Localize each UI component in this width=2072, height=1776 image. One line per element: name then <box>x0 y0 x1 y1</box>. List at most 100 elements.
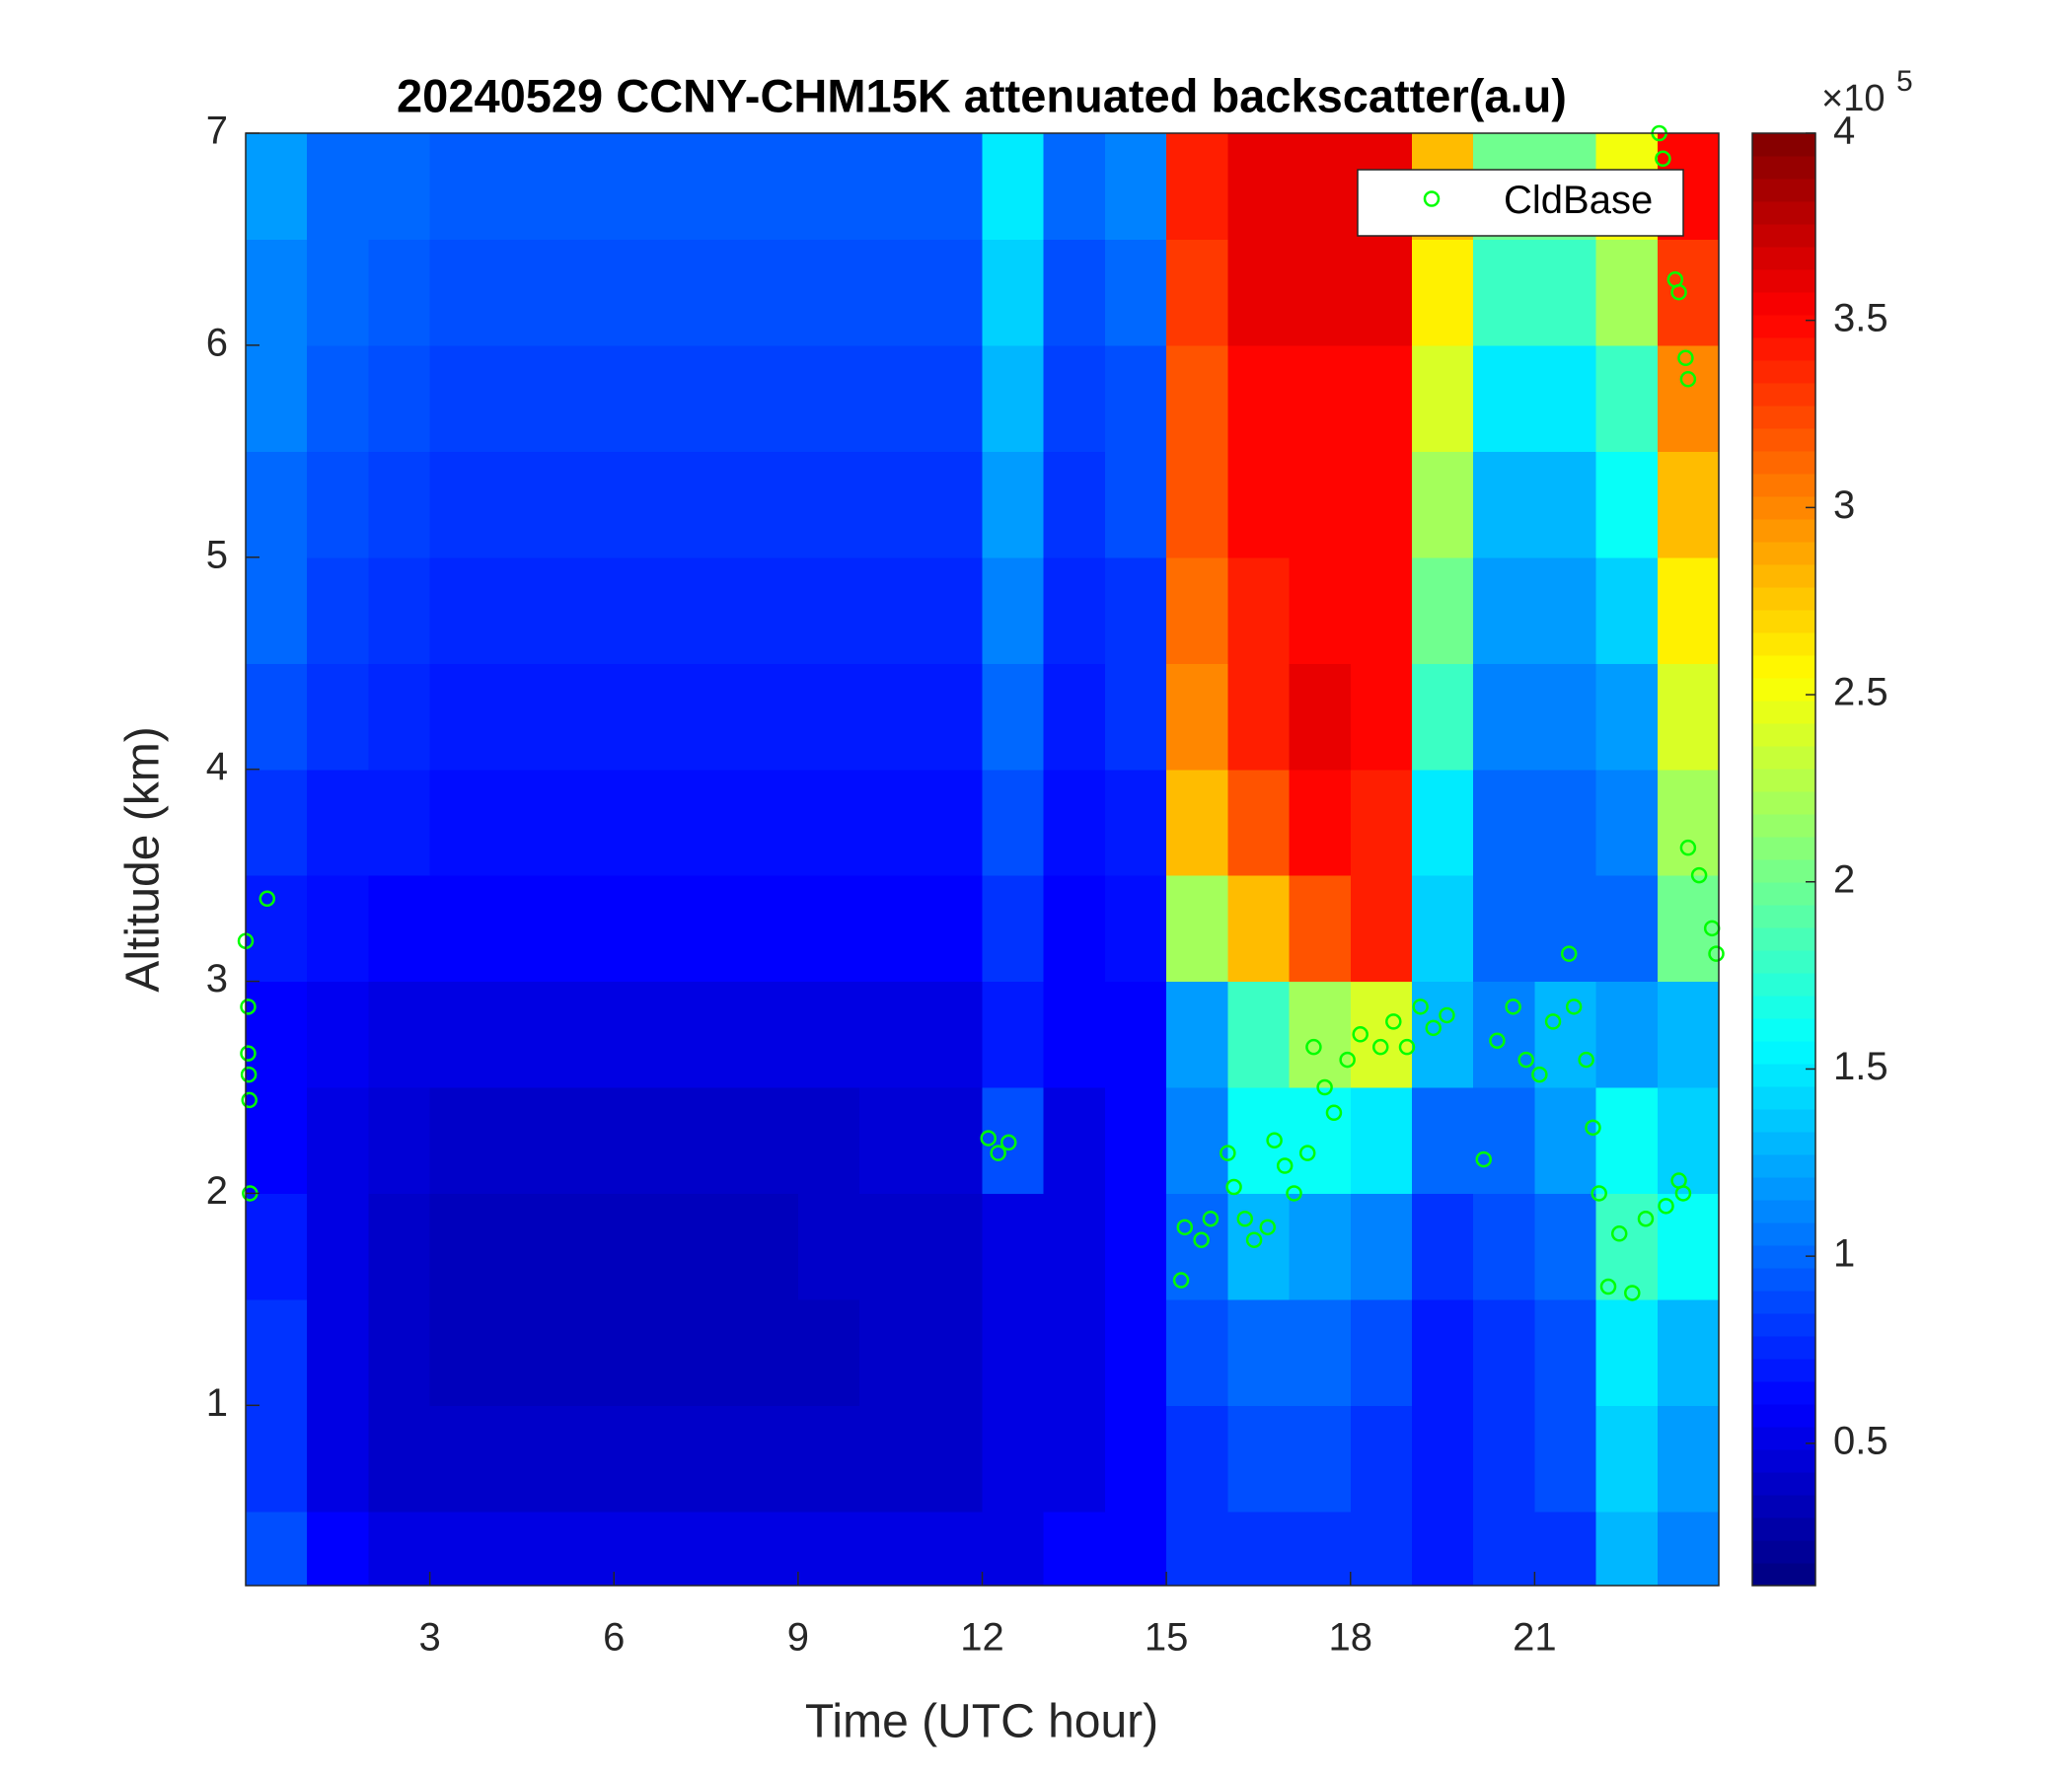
heatmap-cell <box>553 769 615 876</box>
colorbar-swatch <box>1752 678 1815 702</box>
heatmap-cell <box>614 451 677 558</box>
cloud-base-point <box>241 1091 258 1109</box>
heatmap-cell <box>1657 981 1720 1088</box>
colorbar-swatch <box>1752 542 1815 565</box>
heatmap-cell <box>1104 556 1167 664</box>
heatmap-cell <box>1473 981 1535 1088</box>
cloud-base-point <box>1565 999 1583 1015</box>
heatmap-cell <box>307 1087 370 1195</box>
x-tick-label: 9 <box>787 1616 809 1660</box>
heatmap-cell <box>1473 344 1535 452</box>
heatmap-cell <box>1534 769 1597 876</box>
heatmap-cell <box>1411 1298 1474 1406</box>
colorbar-swatch <box>1752 837 1815 860</box>
heatmap-cell <box>675 1511 738 1587</box>
heatmap-cell <box>614 1193 677 1300</box>
colorbar-swatch <box>1752 859 1815 883</box>
heatmap-cell <box>614 769 677 876</box>
heatmap-cell <box>1534 451 1597 558</box>
heatmap-cell <box>982 875 1045 983</box>
colorbar-swatch <box>1752 1381 1815 1405</box>
heatmap-cell <box>368 1087 431 1195</box>
colorbar-swatch <box>1752 723 1815 747</box>
heatmap-cell <box>797 133 860 241</box>
heatmap-cell <box>736 1405 799 1513</box>
heatmap-cell <box>490 1087 554 1195</box>
heatmap-cell <box>1411 1193 1474 1300</box>
heatmap-cell <box>1595 1193 1659 1300</box>
heatmap-cell <box>1411 875 1474 983</box>
heatmap-cell <box>429 875 492 983</box>
heatmap-cell <box>1350 1511 1413 1587</box>
y-tick-label: 7 <box>206 110 228 153</box>
heatmap-cell <box>1166 1405 1228 1513</box>
heatmap-cell <box>921 1298 984 1406</box>
cloud-base-point <box>999 1134 1017 1151</box>
heatmap-cell <box>1534 981 1597 1088</box>
heatmap-cell <box>859 1298 922 1406</box>
colorbar-swatch <box>1752 564 1815 588</box>
heatmap-cell <box>307 133 370 241</box>
heatmap-cell <box>490 1511 554 1587</box>
x-tick-label: 15 <box>1145 1616 1189 1660</box>
heatmap-cell <box>736 769 799 876</box>
heatmap-cell <box>368 1193 431 1300</box>
heatmap-cell <box>982 769 1045 876</box>
heatmap-cell <box>1104 981 1167 1088</box>
heatmap-cell <box>1595 769 1659 876</box>
heatmap-cell <box>614 556 677 664</box>
heatmap-cell <box>1473 769 1535 876</box>
heatmap-cell <box>797 1405 860 1513</box>
heatmap-cell <box>1104 663 1167 771</box>
heatmap-cell <box>797 451 860 558</box>
heatmap-cell <box>490 1298 554 1406</box>
heatmap-cell <box>307 1405 370 1513</box>
cloud-base-point <box>1489 1032 1506 1049</box>
cloud-base-point <box>1560 945 1578 962</box>
colorbar-swatch <box>1752 1245 1815 1269</box>
cloud-base-point <box>1690 866 1708 884</box>
heatmap-cell <box>246 1405 308 1513</box>
heatmap-cell <box>1657 1298 1720 1406</box>
heatmap-cell <box>1043 1193 1106 1300</box>
heatmap-cell <box>1595 1087 1659 1195</box>
heatmap-cell <box>1166 663 1228 771</box>
colorbar-multiplier-exponent: 5 <box>1896 65 1913 98</box>
x-tick-label: 12 <box>960 1616 1004 1660</box>
heatmap-cell <box>675 1405 738 1513</box>
heatmap-cell <box>859 133 922 241</box>
cloud-base-point <box>1298 1145 1316 1161</box>
heatmap-cell <box>553 1193 615 1300</box>
heatmap-cell <box>1104 1511 1167 1587</box>
colorbar <box>1752 133 1815 1587</box>
colorbar-swatch <box>1752 179 1815 202</box>
colorbar-swatch <box>1752 905 1815 928</box>
heatmap-cell <box>982 451 1045 558</box>
cloud-base-point <box>1202 1210 1220 1227</box>
heatmap-cell <box>1289 133 1352 241</box>
colorbar-swatch <box>1752 474 1815 497</box>
heatmap-cell <box>921 239 984 346</box>
heatmap-cell <box>429 1511 492 1587</box>
colorbar-swatch <box>1752 814 1815 838</box>
colorbar-swatch <box>1752 655 1815 679</box>
heatmap-cell <box>1534 1511 1597 1587</box>
heatmap-cell <box>1104 133 1167 241</box>
heatmap-cell <box>246 1193 308 1300</box>
heatmap-cell <box>246 1298 308 1406</box>
cloud-base-point <box>1371 1038 1389 1056</box>
heatmap-cell <box>429 556 492 664</box>
heatmap-cell <box>859 1087 922 1195</box>
cloud-base-point <box>1172 1272 1190 1289</box>
heatmap-cell <box>797 1087 860 1195</box>
heatmap-cell <box>1657 663 1720 771</box>
heatmap-cell <box>1289 239 1352 346</box>
colorbar-swatch <box>1752 1041 1815 1065</box>
cloud-base-point <box>1677 349 1694 367</box>
cloud-base-point <box>240 1066 258 1083</box>
heatmap-cell <box>1350 239 1413 346</box>
colorbar-swatch <box>1752 1177 1815 1201</box>
heatmap-cell <box>1227 663 1291 771</box>
cloud-base-point <box>1610 1225 1628 1242</box>
